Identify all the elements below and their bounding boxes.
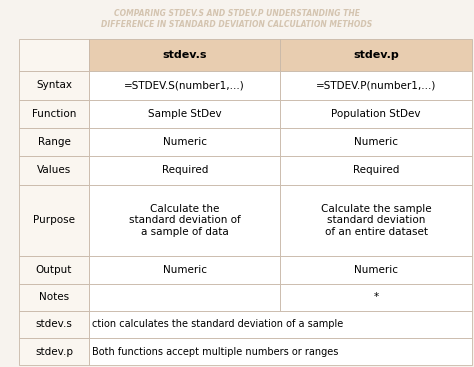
Bar <box>281 156 472 185</box>
Text: Range: Range <box>37 137 71 147</box>
Text: Sample StDev: Sample StDev <box>148 109 221 119</box>
Bar <box>19 310 89 338</box>
Text: Calculate the sample
standard deviation
of an entire dataset: Calculate the sample standard deviation … <box>321 204 431 237</box>
Bar <box>89 185 281 255</box>
Bar <box>19 71 89 99</box>
Bar <box>89 71 281 99</box>
Text: Numeric: Numeric <box>354 265 398 275</box>
Text: COMPARING STDEV.S AND STDEV.P UNDERSTANDING THE: COMPARING STDEV.S AND STDEV.P UNDERSTAND… <box>114 9 360 18</box>
Bar <box>19 156 89 185</box>
Bar <box>89 338 472 365</box>
Text: Required: Required <box>162 166 208 175</box>
Text: stdev.s: stdev.s <box>163 50 207 60</box>
Bar <box>281 185 472 255</box>
Text: stdev.p: stdev.p <box>35 346 73 356</box>
Text: DIFFERENCE IN STANDARD DEVIATION CALCULATION METHODS: DIFFERENCE IN STANDARD DEVIATION CALCULA… <box>101 20 373 29</box>
Bar <box>89 255 281 284</box>
Bar <box>19 255 89 284</box>
Text: Values: Values <box>37 166 71 175</box>
Text: Numeric: Numeric <box>163 265 207 275</box>
Bar <box>19 338 89 365</box>
Text: *: * <box>374 292 379 302</box>
Text: Population StDev: Population StDev <box>331 109 421 119</box>
Bar <box>19 99 89 128</box>
Bar <box>89 310 472 338</box>
Bar <box>89 284 281 310</box>
Text: ction calculates the standard deviation of a sample: ction calculates the standard deviation … <box>92 319 343 329</box>
Bar <box>89 99 281 128</box>
Bar <box>281 284 472 310</box>
Text: stdev.p: stdev.p <box>353 50 399 60</box>
Bar <box>281 99 472 128</box>
Text: Both functions accept multiple numbers or ranges: Both functions accept multiple numbers o… <box>92 346 338 356</box>
Bar <box>281 255 472 284</box>
Text: Numeric: Numeric <box>354 137 398 147</box>
Text: =STDEV.S(number1,...): =STDEV.S(number1,...) <box>124 80 245 90</box>
Bar <box>19 39 89 71</box>
Text: Purpose: Purpose <box>33 215 75 225</box>
Bar <box>89 128 281 156</box>
Text: Required: Required <box>353 166 399 175</box>
Text: Syntax: Syntax <box>36 80 72 90</box>
Bar <box>281 39 472 71</box>
Text: =STDEV.P(number1,...): =STDEV.P(number1,...) <box>316 80 436 90</box>
Bar <box>281 71 472 99</box>
Text: stdev.s: stdev.s <box>36 319 73 329</box>
Bar <box>19 284 89 310</box>
Bar <box>89 39 281 71</box>
Text: Function: Function <box>32 109 76 119</box>
Text: Output: Output <box>36 265 72 275</box>
Bar <box>281 128 472 156</box>
Bar <box>19 128 89 156</box>
Text: Numeric: Numeric <box>163 137 207 147</box>
Bar <box>19 185 89 255</box>
Text: Notes: Notes <box>39 292 69 302</box>
Text: Calculate the
standard deviation of
a sample of data: Calculate the standard deviation of a sa… <box>129 204 241 237</box>
Bar <box>89 156 281 185</box>
